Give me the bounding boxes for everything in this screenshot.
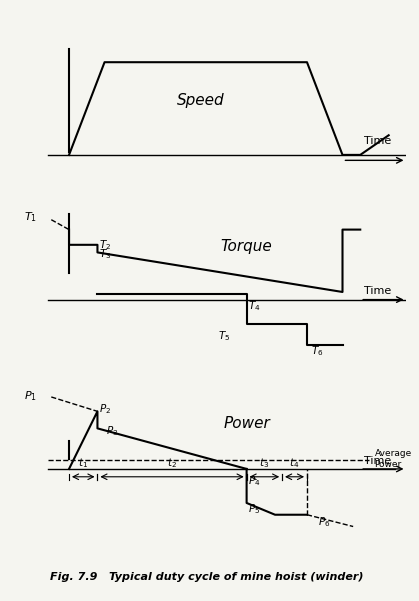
Text: $P_5$: $P_5$ [248,502,261,516]
Text: $P_6$: $P_6$ [318,516,330,529]
Text: Fig. 7.9   Typical duty cycle of mine hoist (winder): Fig. 7.9 Typical duty cycle of mine hois… [50,572,364,582]
Text: $P_3$: $P_3$ [106,424,119,438]
Text: $P_1$: $P_1$ [24,389,37,403]
Text: $T_5$: $T_5$ [218,329,230,343]
Text: $T_6$: $T_6$ [310,344,323,358]
Text: $t_1$: $t_1$ [78,456,88,470]
Text: $T_1$: $T_1$ [24,210,37,224]
Text: $t_4$: $t_4$ [290,456,300,470]
Text: Average
Power: Average Power [375,450,412,469]
Text: $T_4$: $T_4$ [248,299,261,313]
Text: $P_2$: $P_2$ [99,402,111,416]
Text: $T_3$: $T_3$ [99,247,111,261]
Text: Time: Time [364,456,391,466]
Text: Torque: Torque [221,239,272,254]
Text: Time: Time [364,286,391,296]
Text: Speed: Speed [177,93,224,108]
Text: Power: Power [223,416,270,431]
Text: Time: Time [364,136,391,146]
Text: $t_2$: $t_2$ [167,456,177,470]
Text: $t_3$: $t_3$ [259,456,269,470]
Text: $P_4$: $P_4$ [248,474,261,487]
Text: $T_2$: $T_2$ [99,238,111,252]
